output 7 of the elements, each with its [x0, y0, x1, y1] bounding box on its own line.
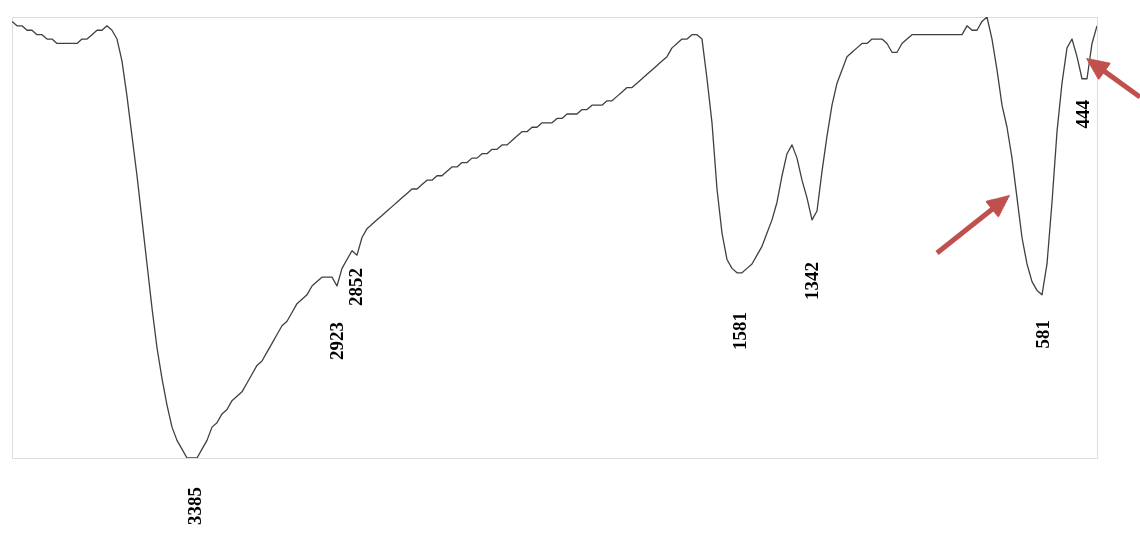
annotation: 2852 — [345, 268, 366, 306]
annotation: 1581 — [729, 312, 750, 350]
annotation: 2923 — [326, 322, 347, 360]
text: 3385 — [184, 487, 205, 525]
annotation: 581 — [1032, 320, 1053, 349]
annotation: 1342 — [801, 262, 822, 300]
annotation: 444 — [1072, 99, 1093, 129]
